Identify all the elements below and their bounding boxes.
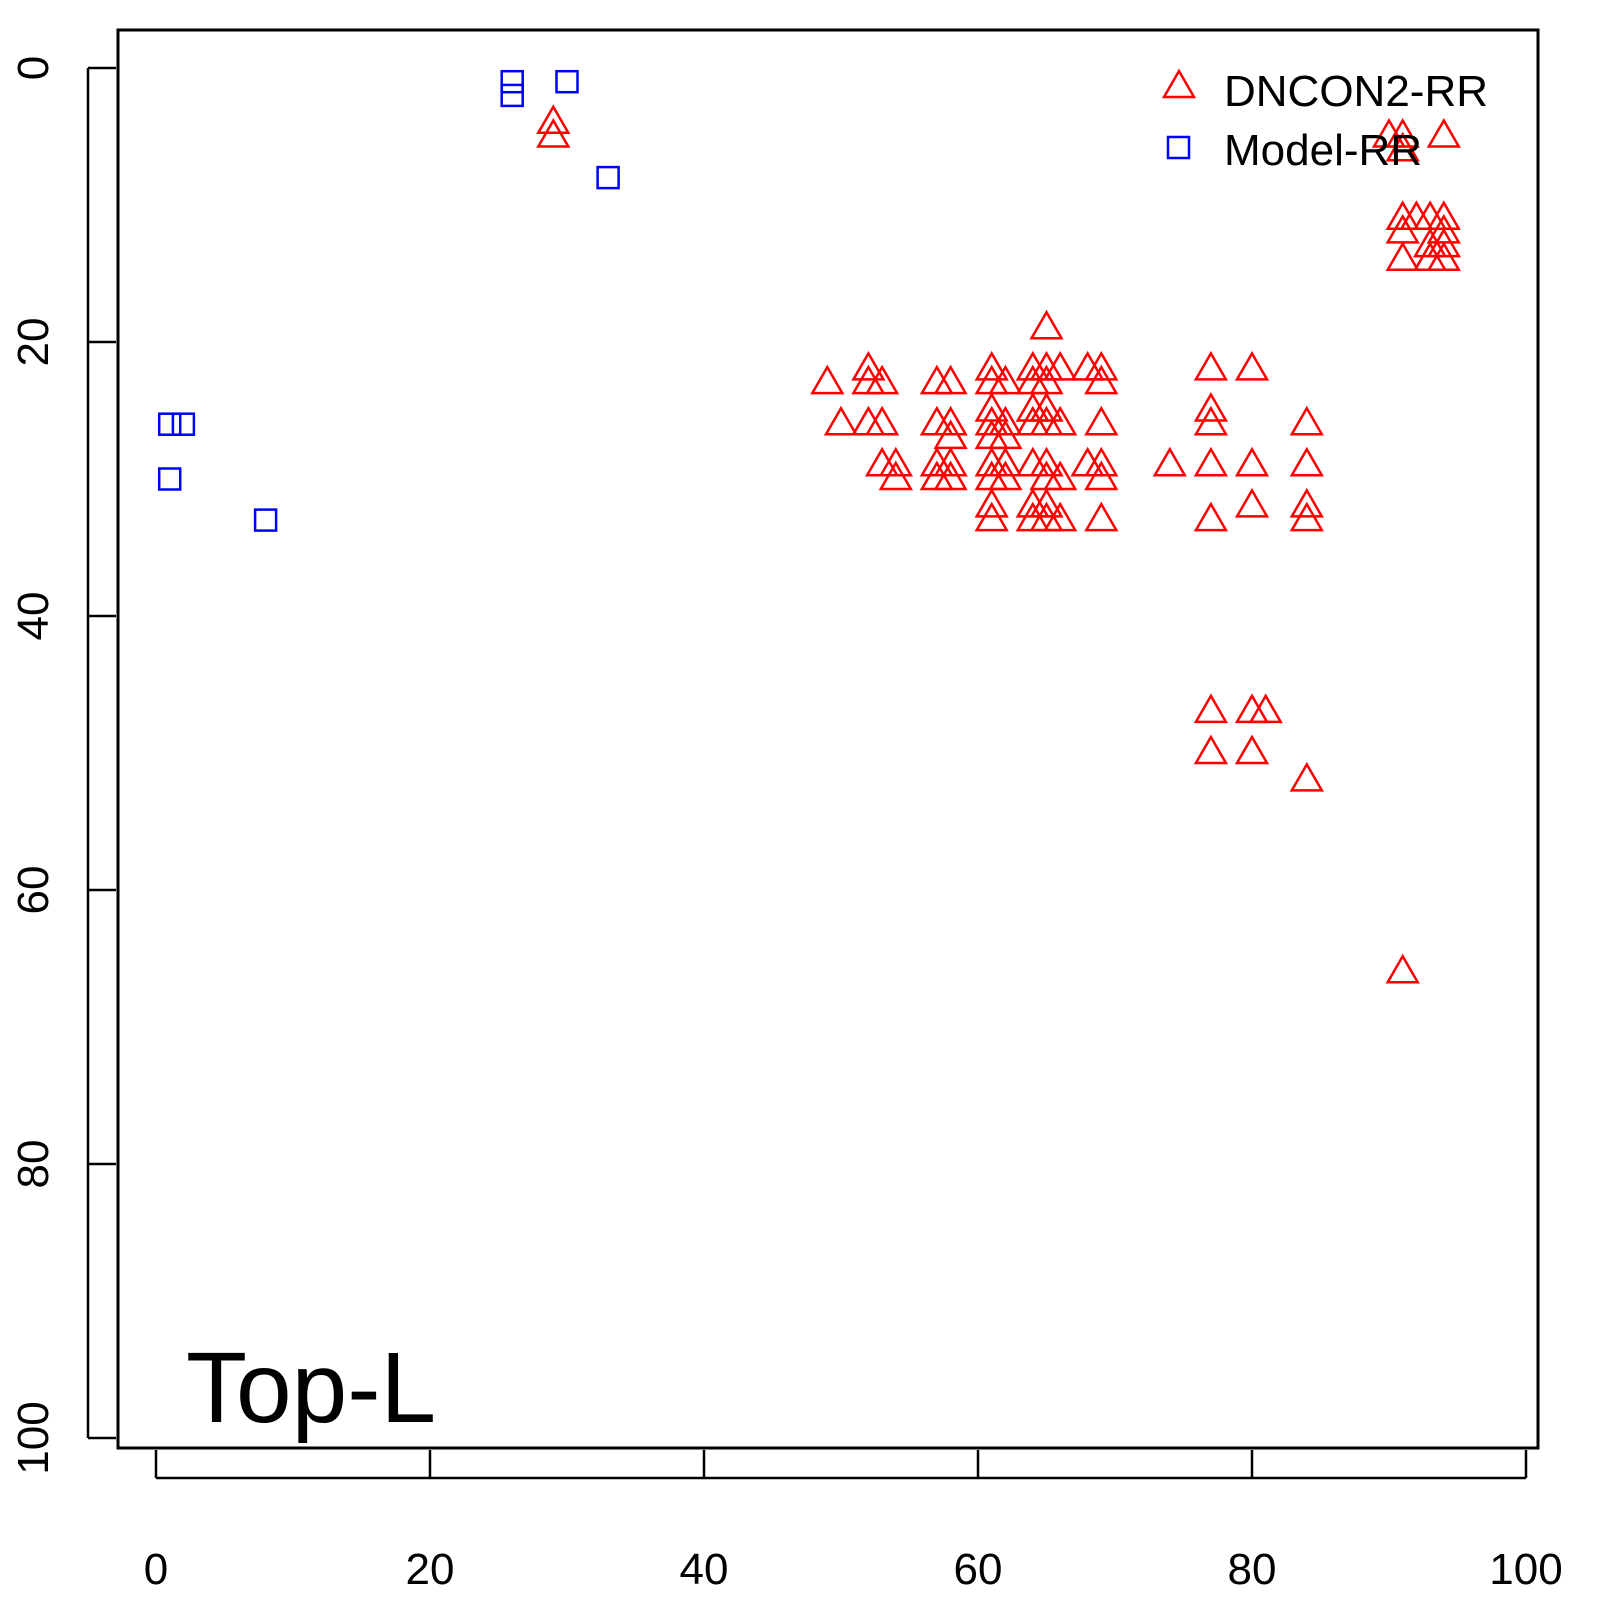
- point-dncon2-rr: [933, 460, 968, 491]
- legend: DNCON2-RR Model-RR: [1161, 67, 1488, 175]
- x-tick-label: 80: [1228, 1545, 1277, 1594]
- legend-triangle-icon: [1161, 68, 1197, 99]
- point-dncon2-rr: [1385, 241, 1420, 272]
- point-dncon2-rr: [1234, 487, 1270, 518]
- legend-square-icon: [1166, 135, 1191, 160]
- point-dncon2-rr: [1289, 446, 1324, 477]
- panel-annotation: Top-L: [186, 1332, 436, 1444]
- y-tick-label: 20: [9, 318, 58, 367]
- x-tick-label: 40: [680, 1545, 729, 1594]
- point-dncon2-rr: [810, 364, 845, 395]
- point-dncon2-rr: [1043, 501, 1078, 532]
- legend-label-dncon2: DNCON2-RR: [1224, 67, 1488, 116]
- point-dncon2-rr: [933, 364, 968, 395]
- point-dncon2-rr: [1043, 460, 1078, 491]
- point-dncon2-rr: [974, 487, 1009, 518]
- point-model-rr: [596, 165, 620, 190]
- legend-label-model: Model-RR: [1224, 126, 1422, 175]
- point-dncon2-rr: [1152, 446, 1187, 477]
- point-dncon2-rr: [1289, 761, 1324, 792]
- point-dncon2-rr: [1193, 501, 1229, 532]
- x-tick-label: 20: [406, 1545, 455, 1594]
- point-dncon2-rr: [1193, 391, 1229, 422]
- point-dncon2-rr: [1084, 460, 1119, 491]
- point-dncon2-rr: [1234, 350, 1270, 381]
- point-dncon2-rr: [1084, 364, 1119, 395]
- point-dncon2-rr: [988, 446, 1023, 477]
- point-dncon2-rr: [1426, 227, 1461, 258]
- point-dncon2-rr: [1029, 309, 1064, 340]
- point-dncon2-rr: [878, 446, 913, 477]
- point-dncon2-rr: [1426, 241, 1461, 272]
- point-dncon2-rr: [1029, 391, 1064, 422]
- point-dncon2-rr: [1248, 693, 1283, 724]
- point-model-rr: [157, 467, 182, 491]
- point-dncon2-rr: [1193, 446, 1229, 477]
- point-dncon2-rr: [1084, 501, 1119, 532]
- point-dncon2-rr: [933, 405, 968, 436]
- point-dncon2-rr: [974, 501, 1009, 532]
- point-dncon2-rr: [988, 364, 1023, 395]
- x-tick-label: 0: [144, 1545, 168, 1594]
- y-tick-label: 60: [9, 866, 58, 915]
- point-model-rr: [157, 412, 182, 436]
- x-tick-label: 100: [1489, 1545, 1562, 1594]
- point-model-rr: [500, 69, 524, 94]
- point-dncon2-rr: [864, 364, 900, 395]
- y-tick-label: 0: [9, 56, 58, 80]
- point-dncon2-rr: [1193, 734, 1229, 765]
- point-dncon2-rr: [933, 446, 968, 477]
- point-dncon2-rr: [1234, 734, 1270, 765]
- point-dncon2-rr: [823, 405, 859, 436]
- x-tick-label: 60: [954, 1545, 1003, 1594]
- point-model-rr: [253, 508, 278, 532]
- point-dncon2-rr: [1385, 953, 1420, 984]
- point-dncon2-rr: [1289, 487, 1324, 518]
- point-dncon2-rr: [1289, 501, 1324, 532]
- point-dncon2-rr: [1193, 350, 1229, 381]
- point-dncon2-rr: [851, 350, 886, 381]
- point-dncon2-rr: [988, 460, 1023, 491]
- point-dncon2-rr: [1289, 405, 1324, 436]
- point-dncon2-rr: [1084, 405, 1119, 436]
- point-dncon2-rr: [1193, 693, 1229, 724]
- y-tick-label: 40: [9, 592, 58, 641]
- point-dncon2-rr: [878, 460, 913, 491]
- point-dncon2-rr: [536, 104, 571, 135]
- point-dncon2-rr: [1043, 350, 1078, 381]
- point-model-rr: [171, 412, 196, 436]
- plot-frame: [116, 28, 1540, 1450]
- point-model-rr: [555, 69, 579, 94]
- y-tick-label: 100: [9, 1401, 58, 1474]
- point-dncon2-rr: [1193, 405, 1229, 436]
- point-dncon2-rr: [1426, 117, 1461, 148]
- point-dncon2-rr: [1043, 405, 1078, 436]
- point-dncon2-rr: [1029, 487, 1064, 518]
- point-dncon2-rr: [1029, 446, 1064, 477]
- point-dncon2-rr: [864, 405, 900, 436]
- point-dncon2-rr: [1084, 446, 1119, 477]
- point-dncon2-rr: [1234, 446, 1270, 477]
- point-dncon2-rr: [974, 350, 1009, 381]
- y-tick-label: 80: [9, 1140, 58, 1189]
- point-model-rr: [500, 83, 524, 108]
- point-dncon2-rr: [536, 117, 571, 148]
- point-dncon2-rr: [1084, 350, 1119, 381]
- point-dncon2-rr: [1385, 131, 1420, 162]
- point-dncon2-rr: [1385, 117, 1420, 148]
- point-dncon2-rr: [988, 405, 1023, 436]
